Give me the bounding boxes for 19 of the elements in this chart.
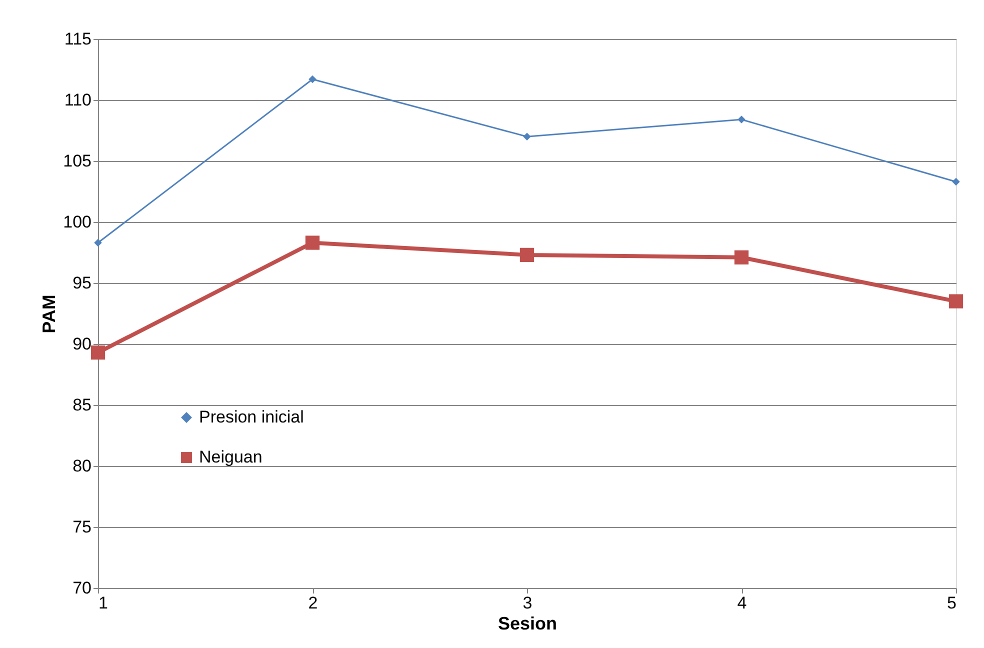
legend-label: Neiguan (199, 448, 262, 466)
x-axis-title: Sesion (498, 614, 558, 634)
y-tick-label: 75 (72, 518, 92, 536)
x-tick-label: 4 (737, 594, 747, 612)
y-tick-label: 110 (64, 90, 92, 110)
x-tick-label: 3 (522, 594, 532, 612)
y-tick-label: 80 (72, 456, 92, 476)
y-tick-label: 100 (63, 212, 92, 232)
y-tick-label: 90 (72, 334, 92, 354)
x-tick-label: 1 (98, 594, 108, 612)
x-tick-label: 2 (308, 594, 318, 612)
x-tick-label: 5 (947, 594, 956, 612)
y-tick-label: 95 (72, 274, 92, 292)
y-tick-label: 70 (72, 578, 92, 598)
y-tick-label: 85 (72, 396, 92, 414)
y-tick-label: 115 (64, 30, 92, 48)
y-tick-label: 105 (63, 152, 92, 170)
y-axis-title: PAM (39, 294, 60, 334)
legend-label: Presion inicial (199, 408, 304, 426)
